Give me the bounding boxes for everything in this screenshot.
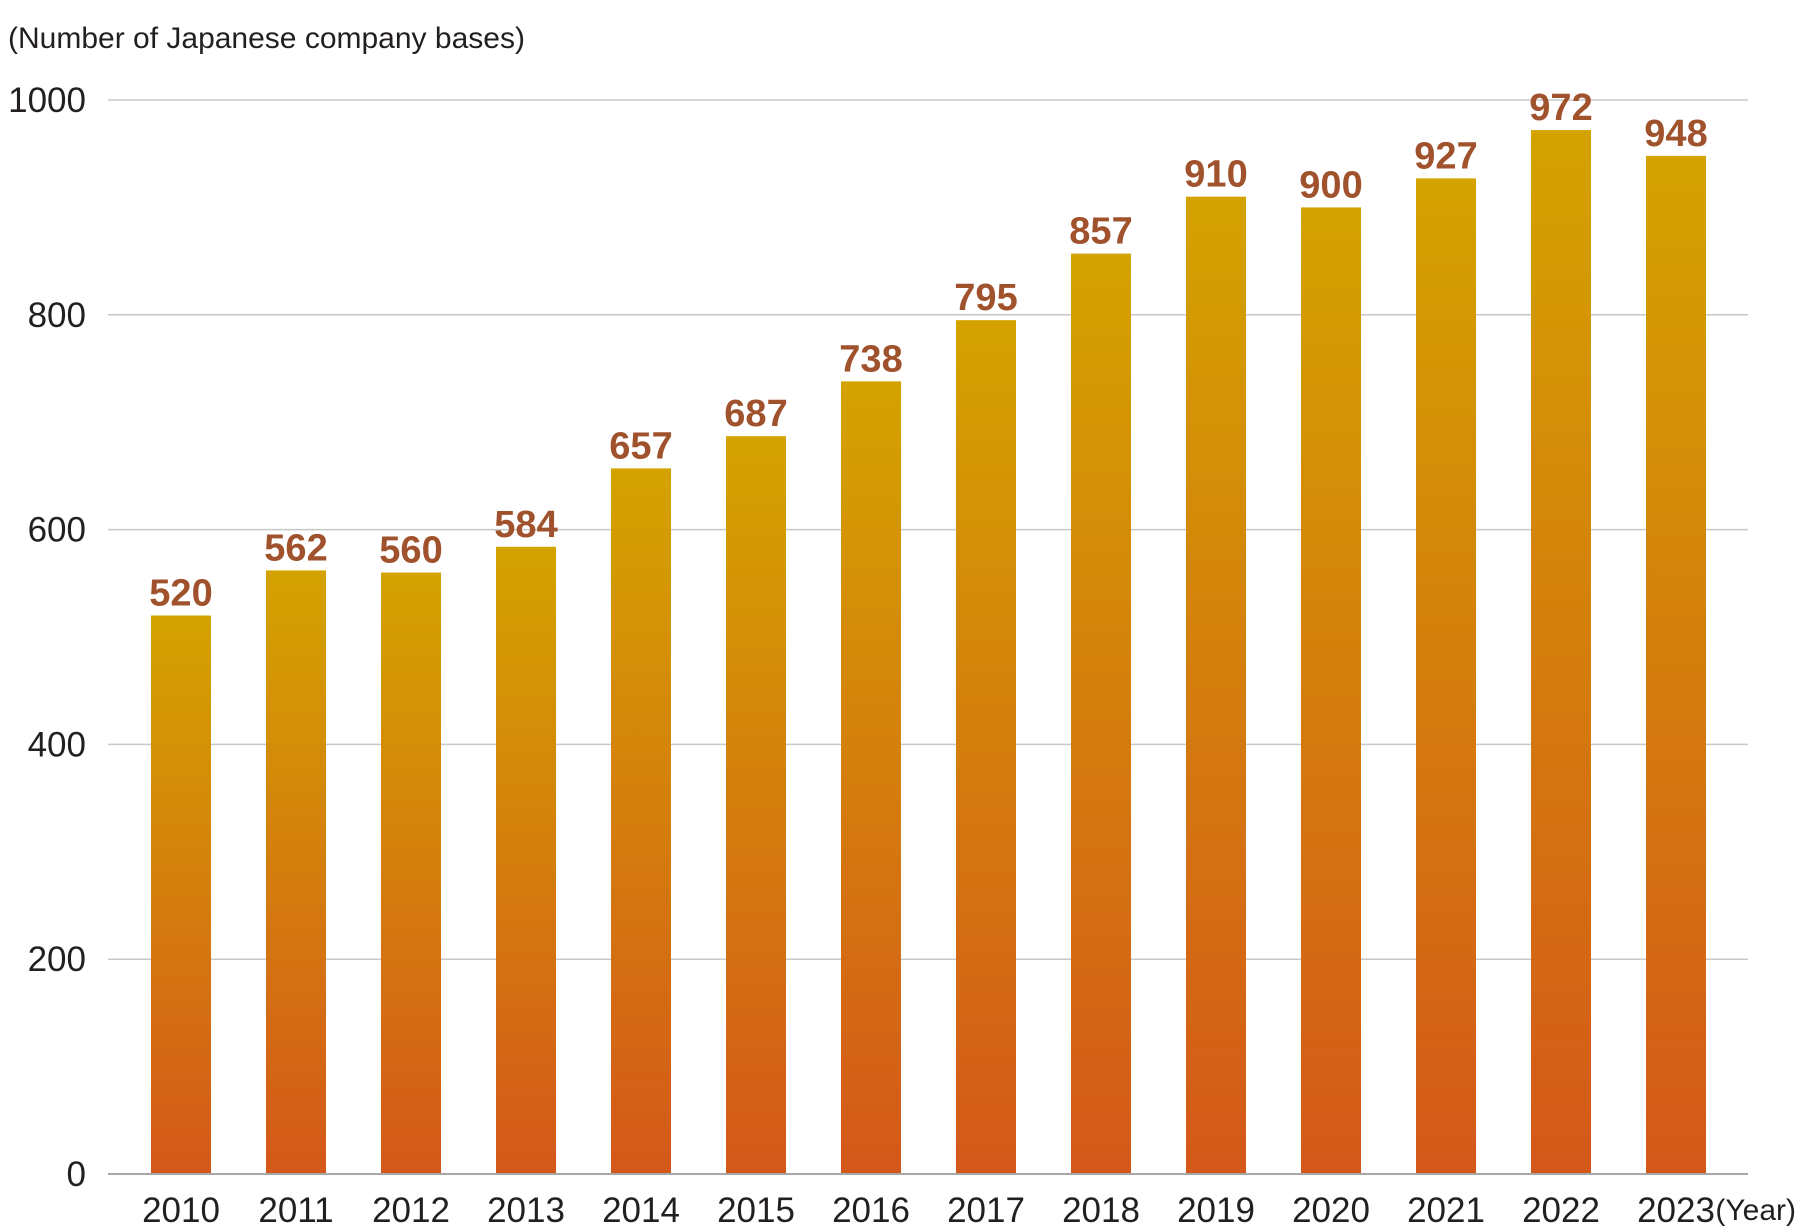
bars <box>151 130 1706 1175</box>
bar-2015 <box>726 436 786 1174</box>
y-tick-label: 800 <box>28 296 86 335</box>
bar-2012 <box>381 572 441 1174</box>
bar-2019 <box>1186 196 1246 1174</box>
y-tick-label: 1000 <box>8 81 86 120</box>
data-labels: 520 562 560 584 657 687 738 795 857 910 900 927 972 9… <box>149 87 1707 614</box>
x-tick-labels: 2010 2011 2012 2013 2014 2015 2016 2017 2018 2019… <box>142 1191 1715 1230</box>
data-label-2022: 972 <box>1529 87 1592 129</box>
bar-2021 <box>1416 178 1476 1175</box>
bar-2010 <box>151 615 211 1174</box>
data-label-2011: 562 <box>264 527 327 569</box>
x-tick-label-2015: 2015 <box>717 1191 795 1230</box>
data-label-2021: 927 <box>1414 135 1477 177</box>
bar-2020 <box>1301 207 1361 1174</box>
data-label-2012: 560 <box>379 530 442 572</box>
data-label-2018: 857 <box>1069 211 1132 253</box>
x-tick-label-2010: 2010 <box>142 1191 220 1230</box>
x-tick-label-2020: 2020 <box>1292 1191 1370 1230</box>
x-tick-label-2011: 2011 <box>258 1191 333 1230</box>
y-tick-label: 400 <box>28 725 86 764</box>
x-axis-unit-label: (Year) <box>1715 1194 1796 1227</box>
x-tick-label-2016: 2016 <box>832 1191 910 1230</box>
bar-2018 <box>1071 253 1131 1174</box>
x-tick-label-2019: 2019 <box>1177 1191 1255 1230</box>
x-tick-label-2021: 2021 <box>1407 1191 1485 1230</box>
gridlines <box>108 99 1748 960</box>
data-label-2015: 687 <box>724 393 787 435</box>
data-label-2016: 738 <box>839 338 902 380</box>
x-tick-label-2014: 2014 <box>602 1191 680 1230</box>
data-label-2017: 795 <box>954 277 1017 319</box>
bar-2016 <box>841 381 901 1174</box>
y-tick-labels: 0 200 400 600 800 1000 <box>8 81 86 1194</box>
x-tick-label-2023: 2023 <box>1637 1191 1715 1230</box>
bar-2013 <box>496 546 556 1174</box>
bar-2017 <box>956 320 1016 1174</box>
y-tick-label: 600 <box>28 511 86 550</box>
bar-2023 <box>1646 155 1706 1174</box>
bar-2022 <box>1531 130 1591 1174</box>
bar-2011 <box>266 570 326 1174</box>
data-label-2020: 900 <box>1299 164 1362 206</box>
x-tick-label-2012: 2012 <box>372 1191 450 1230</box>
data-label-2010: 520 <box>149 573 212 615</box>
bar-2014 <box>611 468 671 1175</box>
x-tick-label-2017: 2017 <box>947 1191 1025 1230</box>
x-tick-label-2013: 2013 <box>487 1191 565 1230</box>
data-label-2019: 910 <box>1184 154 1247 196</box>
y-tick-label: 0 <box>67 1155 86 1194</box>
x-tick-label-2018: 2018 <box>1062 1191 1140 1230</box>
data-label-2013: 584 <box>494 504 557 546</box>
y-tick-label: 200 <box>28 940 86 979</box>
y-axis-label: (Number of Japanese company bases) <box>8 22 525 55</box>
data-label-2014: 657 <box>609 425 672 467</box>
x-tick-label-2022: 2022 <box>1522 1191 1600 1230</box>
data-label-2023: 948 <box>1644 113 1707 155</box>
